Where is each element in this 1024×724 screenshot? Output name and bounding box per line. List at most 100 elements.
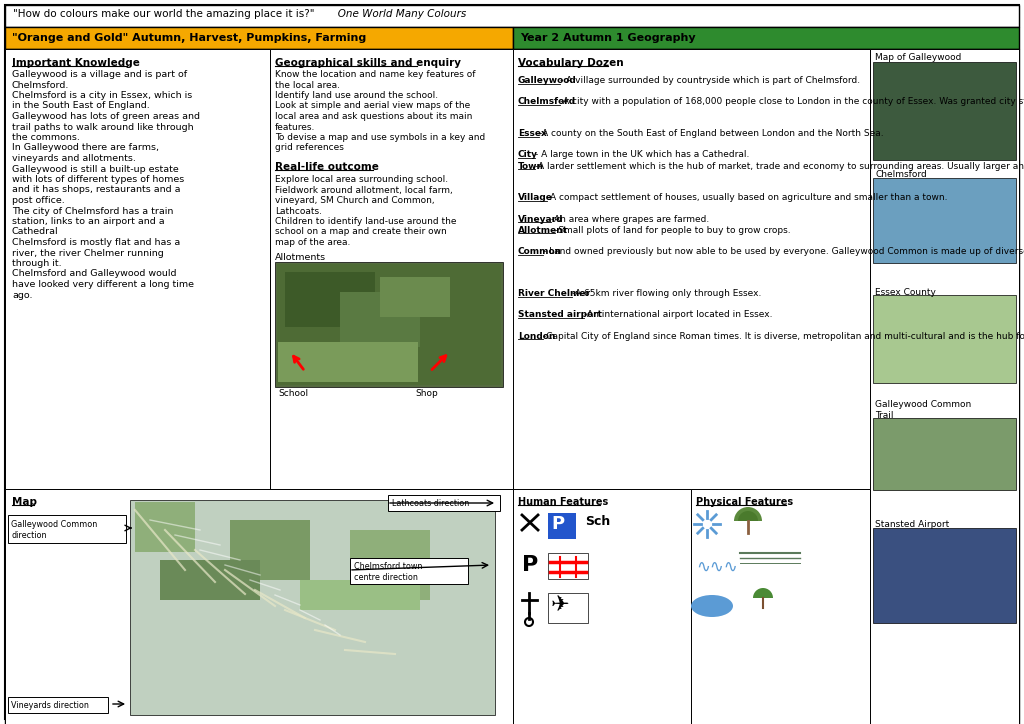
Text: -An area where grapes are farmed.: -An area where grapes are farmed.: [551, 214, 710, 224]
Bar: [5, 27, 513, 49]
Text: Real-life outcome: Real-life outcome: [275, 162, 379, 172]
Bar: [300, 580, 420, 610]
Text: City: City: [518, 151, 538, 159]
Text: Galleywood: Galleywood: [518, 76, 577, 85]
Text: Lathcoats.: Lathcoats.: [275, 206, 322, 216]
Text: Common: Common: [518, 247, 562, 256]
Bar: [275, 261, 503, 387]
Text: "Orange and Gold" Autumn, Harvest, Pumpkins, Farming: "Orange and Gold" Autumn, Harvest, Pumpk…: [12, 33, 367, 43]
Text: grid references: grid references: [275, 143, 344, 153]
Text: and it has shops, restaurants and a: and it has shops, restaurants and a: [12, 185, 180, 195]
Bar: [350, 530, 430, 600]
Text: River Chelmer: River Chelmer: [518, 289, 590, 298]
Text: -A larder settlement which is the hub of market, trade and economy to surroundin: -A larder settlement which is the hub of…: [535, 161, 1024, 171]
Text: have looked very different a long time: have looked very different a long time: [12, 280, 194, 289]
Text: Chelmsford and Galleywood would: Chelmsford and Galleywood would: [12, 269, 176, 279]
Bar: [388, 495, 500, 511]
Text: Look at simple and aerial view maps of the: Look at simple and aerial view maps of t…: [275, 101, 470, 111]
Text: Vineyards direction: Vineyards direction: [11, 701, 89, 710]
Text: Human Features: Human Features: [518, 497, 608, 507]
Text: Galleywood is a village and is part of: Galleywood is a village and is part of: [12, 70, 187, 79]
Bar: [873, 62, 1016, 160]
Text: trail paths to walk around like through: trail paths to walk around like through: [12, 122, 194, 132]
Text: Stansted airport: Stansted airport: [518, 311, 602, 319]
Bar: [873, 178, 1016, 263]
Text: Shop: Shop: [415, 390, 437, 398]
Bar: [873, 528, 1016, 623]
Bar: [548, 553, 588, 579]
Text: -A county on the South East of England between London and the North Sea.: -A county on the South East of England b…: [539, 129, 884, 138]
Text: -Small plots of land for people to buy to grow crops.: -Small plots of land for people to buy t…: [555, 226, 791, 235]
Text: -An international airport located in Essex.: -An international airport located in Ess…: [585, 311, 773, 319]
Text: station, links to an airport and a: station, links to an airport and a: [12, 217, 165, 226]
Text: local area and ask questions about its main: local area and ask questions about its m…: [275, 112, 472, 121]
Bar: [270, 49, 513, 489]
Text: the commons.: the commons.: [12, 133, 80, 142]
Text: - A village surrounded by countryside which is part of Chelmsford.: - A village surrounded by countryside wh…: [559, 76, 859, 85]
Text: Chelmsford town
centre direction: Chelmsford town centre direction: [354, 562, 422, 582]
Text: Stansted Airport: Stansted Airport: [874, 520, 949, 529]
Text: Important Knowledge: Important Knowledge: [12, 58, 140, 68]
Text: Chelmsford: Chelmsford: [518, 98, 577, 106]
Text: Chelmsford is a city in Essex, which is: Chelmsford is a city in Essex, which is: [12, 91, 193, 100]
Text: Geographical skills and enquiry: Geographical skills and enquiry: [275, 58, 461, 68]
Text: post office.: post office.: [12, 196, 65, 205]
Bar: [870, 49, 1019, 724]
Text: In Galleywood there are farms,: In Galleywood there are farms,: [12, 143, 159, 153]
Text: the local area.: the local area.: [275, 80, 340, 90]
Text: Map: Map: [12, 497, 37, 507]
Bar: [340, 292, 420, 347]
Text: map of the area.: map of the area.: [275, 238, 350, 247]
Bar: [513, 489, 691, 724]
Text: -A compact settlement of houses, usually based on agriculture and smaller than a: -A compact settlement of houses, usually…: [547, 193, 947, 202]
Bar: [160, 560, 260, 600]
Text: Galleywood has lots of green areas and: Galleywood has lots of green areas and: [12, 112, 200, 121]
Text: Fieldwork around allotment, local farm,: Fieldwork around allotment, local farm,: [275, 185, 453, 195]
Text: ago.: ago.: [12, 290, 33, 300]
Wedge shape: [734, 507, 762, 521]
Text: school on a map and create their own: school on a map and create their own: [275, 227, 446, 237]
Text: Physical Features: Physical Features: [696, 497, 794, 507]
Text: Identify land use around the school.: Identify land use around the school.: [275, 91, 438, 100]
Bar: [873, 295, 1016, 383]
Bar: [8, 697, 108, 713]
Text: Year 2 Autumn 1 Geography: Year 2 Autumn 1 Geography: [520, 33, 695, 43]
Text: Allotment: Allotment: [518, 226, 568, 235]
Text: Explore local area surrounding school.: Explore local area surrounding school.: [275, 175, 449, 184]
Text: river, the river Chelmer running: river, the river Chelmer running: [12, 248, 164, 258]
Text: Town: Town: [518, 161, 544, 171]
Wedge shape: [738, 511, 758, 521]
Wedge shape: [753, 588, 773, 598]
Text: Galleywood Common
direction: Galleywood Common direction: [11, 520, 97, 540]
Text: features.: features.: [275, 122, 315, 132]
Bar: [135, 502, 195, 552]
Bar: [513, 49, 870, 489]
Bar: [5, 5, 1019, 27]
Bar: [5, 489, 513, 724]
Text: vineyard, SM Church and Common,: vineyard, SM Church and Common,: [275, 196, 434, 205]
Text: Galleywood is still a built-up estate: Galleywood is still a built-up estate: [12, 164, 179, 174]
Bar: [548, 593, 588, 623]
Text: Allotments: Allotments: [275, 253, 326, 263]
Text: "How do colours make our world the amazing place it is?": "How do colours make our world the amazi…: [13, 9, 314, 19]
Text: -Capital City of England since Roman times. It is diverse, metropolitan and mult: -Capital City of England since Roman tim…: [543, 332, 1024, 341]
Text: in the South East of England.: in the South East of England.: [12, 101, 150, 111]
Bar: [8, 515, 126, 543]
Text: vineyards and allotments.: vineyards and allotments.: [12, 154, 136, 163]
Text: Vineyard: Vineyard: [518, 214, 563, 224]
Text: ✈: ✈: [551, 595, 569, 615]
Bar: [513, 27, 1019, 49]
Text: Know the location and name key features of: Know the location and name key features …: [275, 70, 475, 79]
Text: Map of Galleywood: Map of Galleywood: [874, 53, 962, 62]
Bar: [548, 513, 575, 539]
Text: Galleywood Common
Trail: Galleywood Common Trail: [874, 400, 971, 420]
Bar: [691, 489, 870, 724]
Text: The city of Chelmsford has a train: The city of Chelmsford has a train: [12, 206, 173, 216]
Bar: [5, 49, 270, 489]
Ellipse shape: [691, 595, 733, 617]
Text: Chelmsford: Chelmsford: [874, 170, 927, 179]
Text: To devise a map and use symbols in a key and: To devise a map and use symbols in a key…: [275, 133, 485, 142]
Text: London: London: [518, 332, 555, 341]
Bar: [278, 342, 418, 382]
Text: P: P: [522, 555, 539, 575]
